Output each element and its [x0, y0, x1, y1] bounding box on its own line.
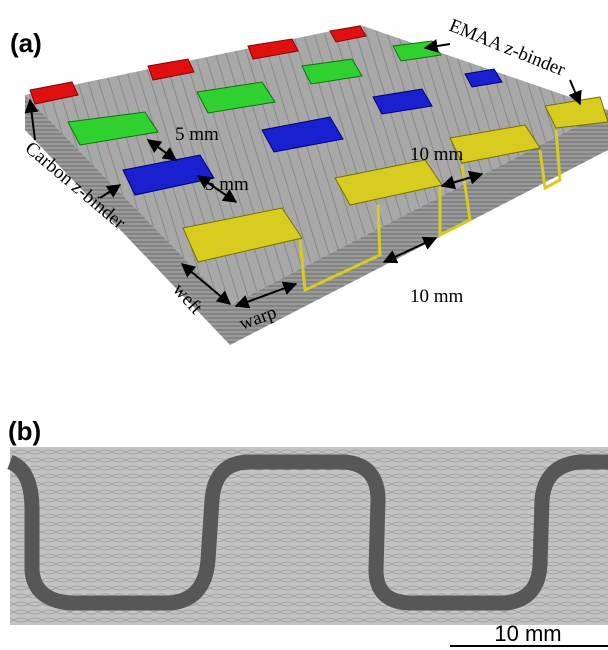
dimension-label: 5 mm	[175, 124, 219, 145]
dimension-label: 10 mm	[410, 286, 464, 307]
panel-label: (b)	[8, 416, 41, 446]
dimension-label: 5 mm	[205, 174, 249, 195]
panel-a: (a)	[10, 15, 608, 345]
figure: (a)	[0, 0, 608, 650]
panel-b: (b) 10 mm	[8, 416, 608, 646]
dimension-label: 10 mm	[410, 144, 464, 165]
panel-label: (a)	[10, 28, 42, 58]
scale-bar-label: 10 mm	[494, 621, 561, 646]
